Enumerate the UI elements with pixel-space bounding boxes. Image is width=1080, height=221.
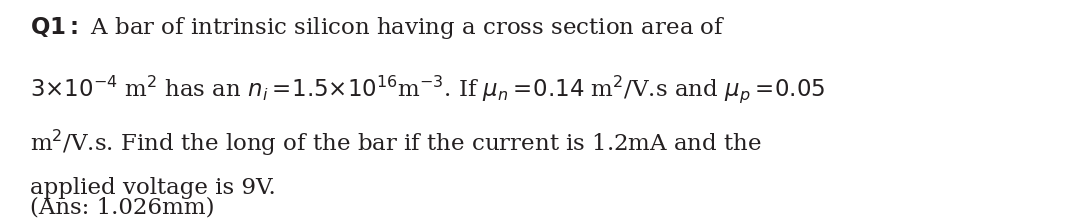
Text: (Ans: 1.026mm): (Ans: 1.026mm) [30,197,215,219]
Text: $\bf{Q1:}$ A bar of intrinsic silicon having a cross section area of: $\bf{Q1:}$ A bar of intrinsic silicon ha… [30,15,726,42]
Text: $3{\times}10^{-4}$ m$^2$ has an $n_i$$=\!1.5{\times}10^{16}$m$^{-3}$. If $\mu_n$: $3{\times}10^{-4}$ m$^2$ has an $n_i$$=\… [30,73,825,105]
Text: applied voltage is 9V.: applied voltage is 9V. [30,177,276,199]
Text: m$^2$/V.s. Find the long of the bar if the current is 1.2mA and the: m$^2$/V.s. Find the long of the bar if t… [30,128,761,158]
